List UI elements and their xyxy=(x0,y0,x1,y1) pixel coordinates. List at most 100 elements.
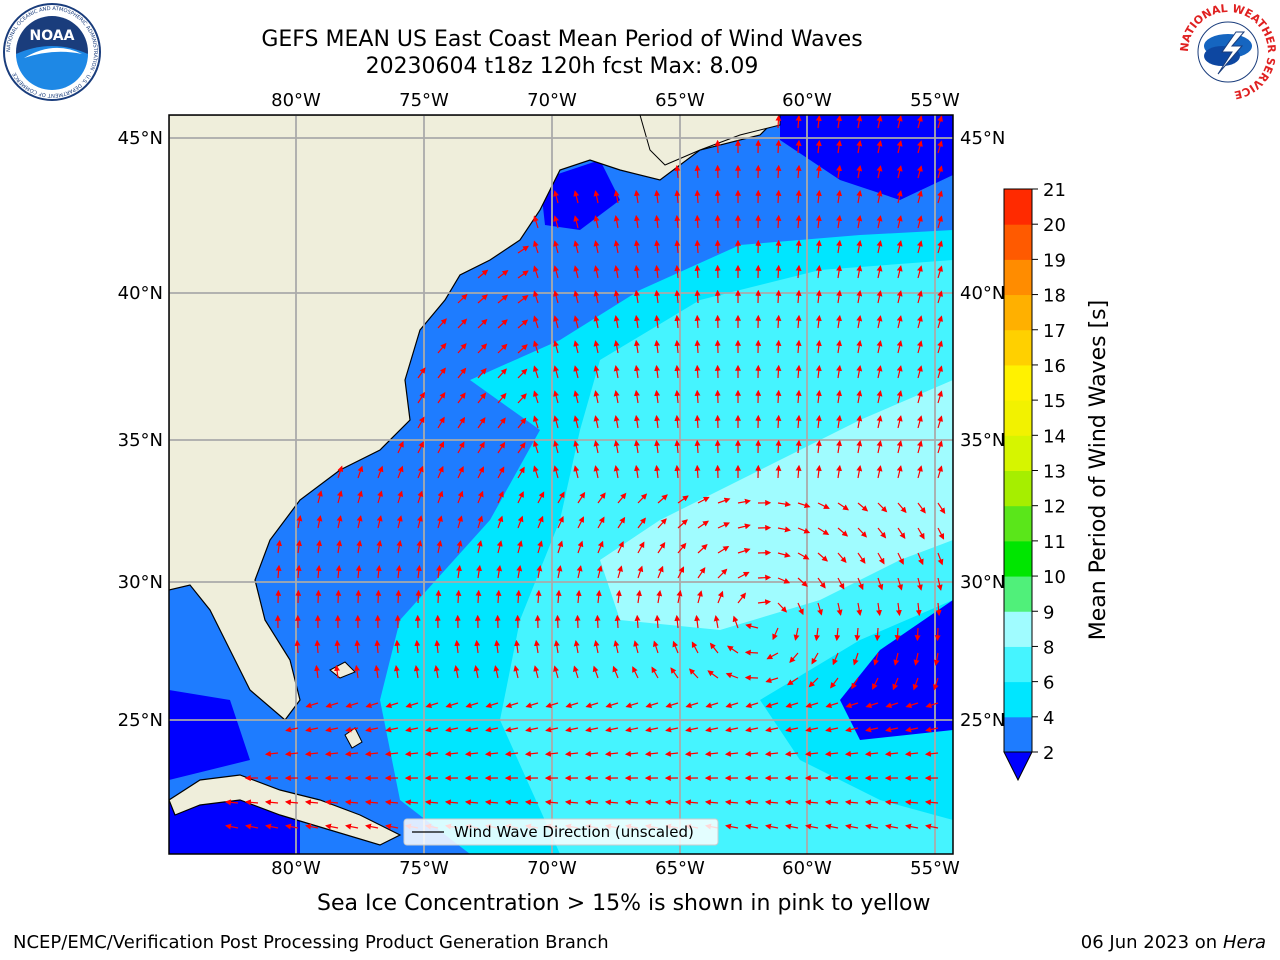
wind-wave-arrow xyxy=(896,440,903,454)
wind-wave-arrow xyxy=(697,496,710,504)
wind-wave-arrow xyxy=(604,750,619,757)
wind-wave-arrow xyxy=(525,726,539,733)
wind-wave-arrow xyxy=(775,239,782,254)
wind-wave-arrow xyxy=(775,115,782,129)
wind-wave-arrow xyxy=(652,640,659,654)
wind-wave-arrow xyxy=(397,490,404,504)
wind-wave-arrow xyxy=(373,664,380,679)
wind-wave-arrow xyxy=(496,565,503,579)
wind-wave-arrow xyxy=(497,441,506,454)
wind-wave-arrow xyxy=(336,539,343,554)
wind-wave-arrow xyxy=(573,440,580,454)
wind-wave-arrow xyxy=(264,750,279,757)
wind-wave-arrow xyxy=(504,750,519,757)
wind-wave-arrow xyxy=(697,567,706,579)
wind-wave-arrow xyxy=(674,289,681,304)
wind-wave-arrow xyxy=(674,164,681,179)
wind-wave-arrow xyxy=(593,340,600,354)
wind-wave-arrow xyxy=(904,750,919,757)
wind-wave-arrow xyxy=(815,464,822,479)
wind-wave-arrow xyxy=(305,726,319,733)
wind-wave-arrow xyxy=(894,627,901,642)
wind-wave-arrow xyxy=(456,564,462,579)
colorbar-tick-label: 9 xyxy=(1043,602,1054,623)
wind-wave-arrow xyxy=(854,627,861,642)
wind-wave-arrow xyxy=(717,568,728,579)
wind-wave-arrow xyxy=(775,414,782,429)
wind-wave-arrow xyxy=(934,627,941,642)
wind-wave-arrow xyxy=(885,823,899,830)
wind-wave-arrow xyxy=(856,265,863,279)
wind-wave-arrow xyxy=(705,726,719,733)
wind-wave-arrow xyxy=(613,340,620,354)
wind-wave-arrow xyxy=(325,726,339,733)
wind-wave-arrow xyxy=(654,289,661,304)
colorbar-tick-label: 19 xyxy=(1043,250,1066,271)
wind-wave-arrow xyxy=(625,702,639,709)
wind-wave-arrow xyxy=(836,439,843,454)
colorbar-tick-label: 15 xyxy=(1043,391,1066,412)
host-name: Hera xyxy=(1222,932,1266,953)
wind-wave-arrow xyxy=(633,414,640,429)
wind-wave-arrow xyxy=(593,240,600,254)
wind-wave-arrow xyxy=(775,264,782,279)
wind-wave-arrow xyxy=(877,502,888,513)
wind-wave-arrow xyxy=(935,602,942,617)
colorbar-bin xyxy=(1004,646,1032,683)
wind-wave-arrow xyxy=(795,439,802,454)
wind-wave-arrow xyxy=(477,392,487,404)
wind-wave-arrow xyxy=(764,799,779,806)
wind-wave-arrow xyxy=(624,799,639,806)
wind-wave-arrow xyxy=(344,799,359,806)
wind-wave-arrow xyxy=(836,414,843,429)
wind-wave-arrow xyxy=(857,502,869,512)
wind-wave-arrow xyxy=(617,516,626,529)
wind-wave-arrow xyxy=(725,672,739,679)
wind-wave-arrow xyxy=(645,702,659,709)
wind-wave-arrow xyxy=(876,365,883,379)
wind-wave-arrow xyxy=(917,315,923,329)
wind-wave-arrow xyxy=(633,439,640,454)
wind-wave-arrow xyxy=(553,340,559,354)
wind-wave-arrow xyxy=(614,614,621,629)
wind-wave-arrow xyxy=(857,552,866,564)
wind-wave-arrow xyxy=(815,264,822,279)
wind-wave-arrow xyxy=(684,750,699,757)
colorbar-bin xyxy=(1004,611,1032,647)
wind-wave-arrow xyxy=(844,750,859,757)
chart-title: GEFS MEAN US East Coast Mean Period of W… xyxy=(261,27,863,52)
wind-wave-arrow xyxy=(457,416,466,429)
wind-wave-arrow xyxy=(694,264,701,279)
wind-wave-arrow xyxy=(437,441,445,454)
wind-wave-arrow xyxy=(493,665,500,679)
wind-wave-arrow xyxy=(815,214,822,229)
wind-wave-arrow xyxy=(724,750,739,757)
wind-wave-arrow xyxy=(917,440,923,454)
wind-wave-arrow xyxy=(517,442,526,454)
lat-tick-label-right: 30°N xyxy=(960,572,1005,593)
wind-wave-arrow xyxy=(672,640,679,654)
period-zone-8-9 xyxy=(600,380,953,630)
wind-wave-arrow xyxy=(532,440,539,454)
wind-wave-arrow xyxy=(284,799,299,806)
wind-wave-arrow xyxy=(865,823,879,830)
wind-wave-arrow xyxy=(524,799,539,806)
wind-wave-arrow xyxy=(777,501,792,508)
wind-wave-arrow xyxy=(775,189,782,204)
wind-wave-arrow xyxy=(651,666,659,679)
wind-wave-arrow xyxy=(657,565,664,579)
wind-wave-arrow xyxy=(916,577,923,591)
wind-wave-arrow xyxy=(917,290,923,304)
noaa-logo-text: NOAA xyxy=(30,28,75,44)
wind-wave-arrow xyxy=(244,799,259,806)
wind-wave-arrow xyxy=(892,677,899,691)
wind-wave-arrow xyxy=(937,165,943,179)
wind-wave-arrow xyxy=(477,367,487,379)
wind-wave-arrow xyxy=(925,823,939,830)
wind-wave-arrow xyxy=(815,314,822,329)
wind-wave-arrow xyxy=(815,139,822,154)
wind-wave-arrow xyxy=(545,726,559,733)
wind-wave-arrow xyxy=(517,344,528,354)
lon-tick-label-top: 60°W xyxy=(782,90,832,111)
wind-wave-arrow xyxy=(464,750,479,757)
